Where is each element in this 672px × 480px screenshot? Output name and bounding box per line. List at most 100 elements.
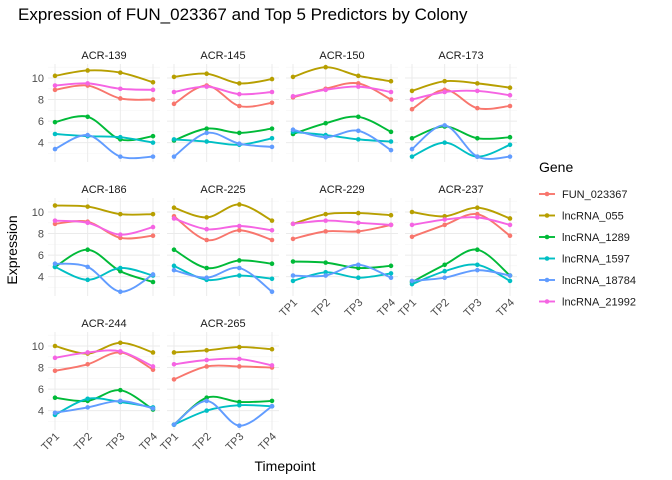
data-point	[442, 214, 447, 219]
data-point	[52, 395, 58, 400]
data-point	[118, 349, 123, 354]
data-point	[356, 81, 361, 86]
legend-item: lncRNA_18784	[539, 275, 636, 287]
data-point	[507, 233, 513, 238]
data-point	[356, 220, 361, 226]
y-tick-label: 8	[38, 229, 44, 241]
series-line	[411, 269, 511, 282]
x-tick-label: TP1	[158, 431, 181, 454]
data-point	[150, 367, 156, 372]
data-point	[269, 228, 275, 233]
series-line	[173, 131, 273, 158]
data-point	[269, 346, 275, 352]
data-point	[52, 368, 58, 374]
data-point	[409, 88, 415, 94]
data-point	[52, 83, 58, 88]
data-point	[442, 268, 447, 274]
data-point	[356, 73, 361, 79]
data-point	[171, 137, 177, 142]
data-point	[442, 262, 447, 268]
data-point	[442, 78, 447, 84]
data-point	[269, 144, 275, 150]
series-line	[54, 266, 154, 281]
facet-strip-label: ACR-237	[438, 184, 483, 196]
y-tick-label: 10	[32, 73, 44, 85]
data-point	[323, 218, 328, 223]
y-tick-label: 4	[38, 138, 44, 150]
data-point	[150, 364, 156, 369]
data-point	[356, 275, 361, 280]
data-point	[118, 289, 123, 294]
series-line	[292, 223, 392, 240]
data-point	[237, 265, 242, 271]
data-point	[356, 265, 361, 271]
data-point	[52, 261, 58, 266]
data-point	[237, 130, 242, 136]
series-line	[54, 341, 154, 355]
series-line	[292, 219, 392, 226]
data-point	[52, 221, 58, 227]
data-point	[237, 223, 242, 229]
legend-label: lncRNA_1597	[562, 254, 630, 266]
data-point	[388, 212, 394, 218]
data-point	[204, 139, 209, 144]
data-point	[118, 154, 123, 159]
x-tick-label: TP4	[375, 297, 398, 320]
series-line	[173, 248, 273, 270]
data-point	[475, 215, 480, 220]
data-point	[118, 387, 123, 393]
data-point	[52, 410, 58, 416]
series-line	[54, 351, 154, 372]
data-point	[171, 267, 177, 273]
data-point	[356, 210, 361, 216]
data-point	[85, 220, 90, 226]
data-point	[85, 247, 90, 252]
data-point	[171, 362, 177, 367]
data-point	[85, 68, 90, 73]
data-point	[269, 289, 275, 294]
series-line	[54, 84, 154, 101]
data-point	[150, 350, 156, 355]
data-point	[85, 132, 90, 138]
series-line	[411, 248, 511, 283]
x-tick-label: TP3	[105, 431, 128, 454]
data-point	[290, 273, 296, 278]
facet-panel: ACR-145	[167, 50, 279, 162]
data-point	[269, 100, 275, 106]
data-point	[475, 88, 480, 94]
data-point	[475, 154, 480, 159]
data-point	[85, 264, 90, 270]
data-point	[290, 259, 296, 264]
y-axis-title: Expression	[4, 215, 20, 284]
series-line	[292, 85, 392, 98]
data-point	[118, 70, 123, 75]
data-point	[269, 237, 275, 243]
data-point	[85, 204, 90, 209]
data-point	[388, 275, 394, 280]
data-point	[204, 357, 209, 363]
series-line	[173, 346, 273, 354]
legend-title: Gene	[539, 159, 573, 175]
series-line	[173, 364, 273, 381]
data-point	[171, 422, 177, 427]
legend-item: lncRNA_1597	[539, 254, 630, 266]
legend-key-point	[544, 299, 550, 304]
data-point	[204, 226, 209, 232]
data-point	[507, 85, 513, 90]
data-point	[237, 399, 242, 405]
data-point	[52, 119, 58, 125]
data-point	[388, 97, 394, 102]
data-point	[52, 218, 58, 223]
facet-panel: ACR-186 4 6 8 10	[32, 184, 160, 296]
data-point	[150, 406, 156, 411]
data-point	[475, 105, 480, 111]
series-line	[173, 85, 273, 96]
series-line	[411, 124, 511, 160]
x-tick-label: TP3	[462, 297, 485, 320]
data-point	[171, 74, 177, 80]
data-point	[409, 154, 415, 159]
data-point	[356, 137, 361, 142]
x-tick-label: TP3	[224, 431, 247, 454]
series-line	[173, 127, 273, 142]
